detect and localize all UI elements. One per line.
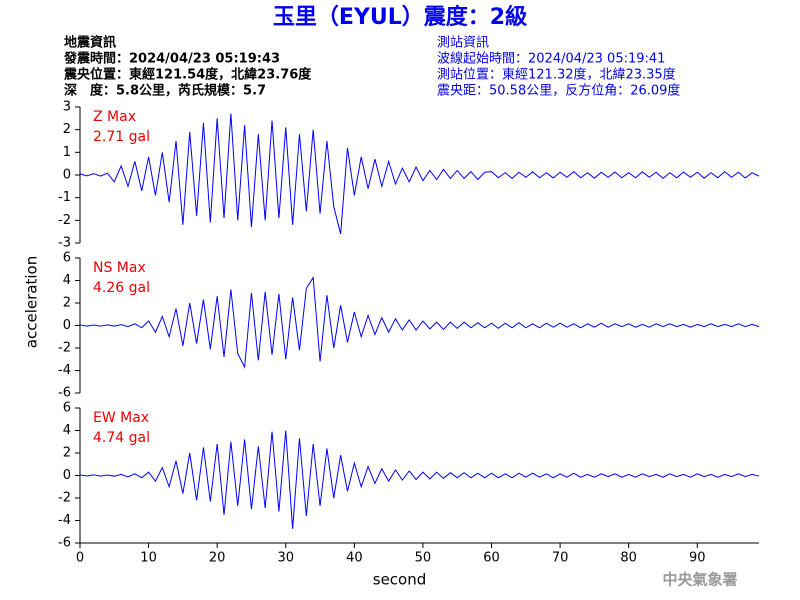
- x-tick-label: 0: [76, 551, 84, 566]
- y-tick-label: 0: [63, 168, 71, 183]
- info-line: 地震資訊: [64, 35, 116, 51]
- y-tick-label: -6: [58, 386, 71, 401]
- footer: 中央氣象署: [662, 571, 737, 589]
- right-info: 測站資訊 波線起始時間：2024/04/23 05:19:41 測站位置：東經1…: [437, 36, 680, 99]
- x-tick-label: 30: [277, 551, 294, 566]
- info-line: 震央位置：東經121.54度，北緯23.76度: [63, 67, 312, 83]
- y-tick-label: 4: [63, 273, 71, 288]
- info-line: 測站位置：東經121.32度，北緯23.35度: [437, 67, 676, 83]
- annotation: 2.71 gal: [93, 129, 150, 145]
- y-tick-label: -4: [58, 513, 71, 528]
- info-line: 深 度：5.8公里，芮氏規模：5.7: [64, 83, 266, 99]
- y-tick-label: -2: [58, 341, 71, 356]
- waveform: [79, 113, 760, 235]
- x-tick-label: 20: [209, 551, 226, 566]
- x-tick-label: 40: [346, 551, 363, 566]
- x-tick-label: 50: [415, 551, 432, 566]
- info-line: 波線起始時間：2024/04/23 05:19:41: [437, 51, 665, 67]
- y-tick-label: 0: [63, 468, 71, 483]
- y-tick-label: 2: [63, 446, 71, 461]
- annotation: Z Max: [93, 109, 136, 125]
- y-tick-label: -1: [58, 190, 71, 205]
- y-tick-label: 2: [63, 122, 71, 137]
- y-tick-label: -2: [58, 213, 71, 228]
- info-line: 發震時間：2024/04/23 05:19:43: [63, 51, 280, 67]
- y-tick-label: 0: [63, 318, 71, 333]
- y-tick-label: 2: [63, 296, 71, 311]
- waveform: [79, 430, 760, 529]
- y-tick-label: 3: [63, 100, 71, 115]
- chart-title: 玉里（EYUL）震度：2級: [273, 4, 527, 30]
- annotation: NS Max: [93, 260, 146, 276]
- y-axis-label: acceleration: [23, 256, 41, 348]
- x-tick-label: 70: [552, 551, 569, 566]
- y-tick-label: 1: [63, 145, 71, 160]
- left-info: 地震資訊 發震時間：2024/04/23 05:19:43 震央位置：東經121…: [63, 35, 312, 99]
- y-tick-label: 4: [63, 423, 71, 438]
- y-tick-label: 6: [63, 251, 71, 266]
- x-axis-label: second: [373, 571, 427, 589]
- x-tick-label: 90: [689, 551, 706, 566]
- annotation: 4.26 gal: [93, 280, 150, 296]
- info-line: 震央距：50.58公里，反方位角：26.09度: [437, 83, 680, 99]
- annotation: 4.74 gal: [93, 430, 150, 446]
- x-tick-label: 80: [620, 551, 637, 566]
- info-line: 測站資訊: [437, 36, 489, 51]
- x-tick-label: 60: [483, 551, 500, 566]
- waveform: [79, 276, 760, 369]
- x-tick-label: 10: [140, 551, 157, 566]
- y-tick-label: 6: [63, 401, 71, 416]
- y-tick-label: -4: [58, 363, 71, 378]
- y-tick-label: -6: [58, 536, 71, 551]
- annotation: EW Max: [93, 410, 149, 426]
- y-tick-label: -3: [58, 236, 71, 251]
- y-tick-label: -2: [58, 491, 71, 506]
